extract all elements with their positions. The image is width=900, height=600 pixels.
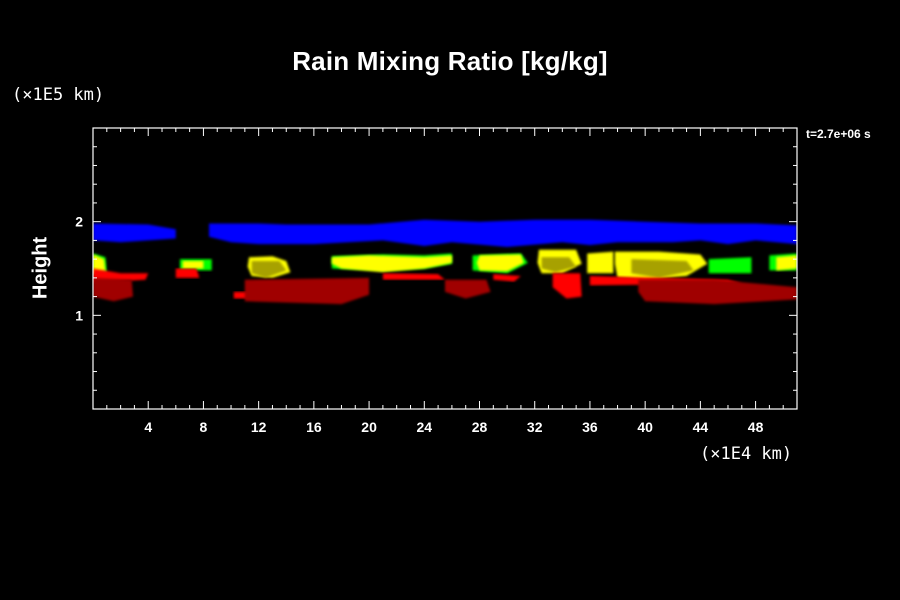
region-green-6 <box>708 257 752 274</box>
x-tick-label: 48 <box>748 419 764 435</box>
x-tick-label: 16 <box>306 419 322 435</box>
y-tick-label: 1 <box>75 307 83 323</box>
region-olive-19 <box>631 259 694 278</box>
region-olive-17 <box>251 261 287 278</box>
x-tick-label: 44 <box>693 419 709 435</box>
region-dark-red-28 <box>244 277 370 305</box>
region-blue-1 <box>209 219 797 247</box>
x-tick-label: 24 <box>417 419 433 435</box>
region-yellow-16 <box>776 255 797 271</box>
region-red-22 <box>382 273 445 280</box>
region-dark-red-29 <box>445 279 491 299</box>
region-blue-0 <box>93 223 176 243</box>
x-tick-label: 36 <box>582 419 598 435</box>
y-tick-label: 2 <box>75 214 83 230</box>
x-tick-label: 8 <box>200 419 208 435</box>
region-olive-18 <box>541 257 577 273</box>
region-red-23 <box>493 274 521 282</box>
time-label: t=2.7e+06 s <box>806 127 871 141</box>
region-dark-red-30 <box>638 279 797 305</box>
data-regions <box>93 219 797 305</box>
chart-title: Rain Mixing Ratio [kg/kg] <box>292 46 608 76</box>
x-tick-label: 12 <box>251 419 267 435</box>
x-tick-label: 28 <box>472 419 488 435</box>
region-dark-red-27 <box>93 277 133 302</box>
region-yellow-11 <box>331 255 452 273</box>
x-tick-label: 40 <box>637 419 653 435</box>
x-tick-label: 4 <box>144 419 152 435</box>
x-axis-unit: (×1E4 km) <box>700 444 793 464</box>
region-red-21 <box>175 268 200 278</box>
region-yellow-9 <box>182 261 204 269</box>
x-tick-label: 20 <box>361 419 377 435</box>
region-red-24 <box>552 273 582 299</box>
plot-frame <box>92 127 798 410</box>
region-yellow-14 <box>587 251 614 274</box>
region-yellow-12 <box>476 254 524 272</box>
x-tick-label: 32 <box>527 419 543 435</box>
y-axis-unit: (×1E5 km) <box>12 85 105 105</box>
